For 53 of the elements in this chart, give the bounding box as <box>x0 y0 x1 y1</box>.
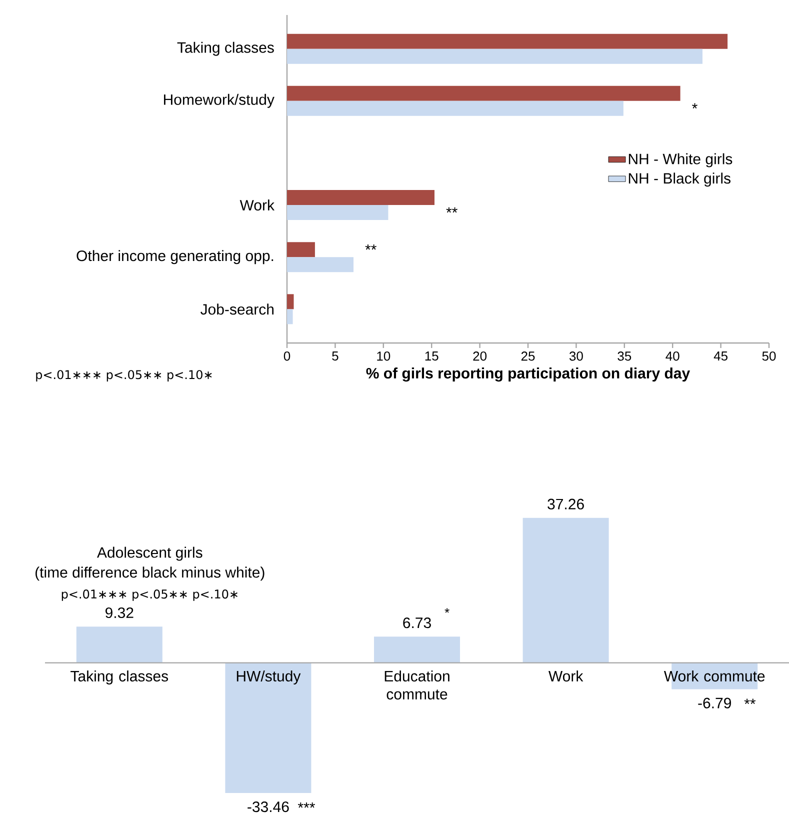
x-tick-label: Education commute <box>384 670 450 700</box>
x-tick-label: 5 <box>332 352 338 361</box>
x-tick-label: Work <box>548 670 584 682</box>
x-tick-label: 0 <box>284 352 290 361</box>
annotation: p<.01∗∗∗ p<.05∗∗ p<.10∗ <box>62 590 238 601</box>
bar <box>287 48 702 64</box>
bar <box>287 242 315 258</box>
bar <box>76 626 162 663</box>
annotation: ** <box>446 207 458 213</box>
legend-label: NH - Black girls <box>628 172 730 187</box>
x-tick-label: 35 <box>618 352 632 361</box>
text: p<.01∗∗∗ p<.05∗∗ p<.10∗ <box>36 370 212 382</box>
y-tick-label: Job-search <box>200 304 274 315</box>
data-label: -6.79 <box>698 698 731 708</box>
data-label: 9.32 <box>106 607 134 618</box>
legend-label: NH - White girls <box>628 153 732 168</box>
x-tick-label: Taking classes <box>70 670 168 684</box>
x-tick-label: 20 <box>473 352 487 361</box>
y-tick-label: Homework/study <box>164 94 274 108</box>
bar <box>287 205 388 220</box>
annotation: *** <box>298 802 315 808</box>
x-axis-title: % of girls reporting participation on diary day <box>366 368 690 382</box>
data-label: 37.26 <box>548 498 584 510</box>
bar <box>287 86 680 101</box>
x-tick-label: 50 <box>762 352 776 361</box>
text: Adolescent girls <box>96 546 202 561</box>
x-tick-label: 45 <box>714 352 728 361</box>
text: (time difference black minus white) <box>36 566 264 581</box>
data-label: 6.73 <box>403 618 431 628</box>
annotation: * <box>444 608 450 613</box>
bar <box>287 309 293 324</box>
y-tick-label: Other income generating opp. <box>76 250 274 264</box>
y-tick-label: Taking classes <box>177 42 274 56</box>
annotation: ** <box>744 698 756 704</box>
x-tick-label: 15 <box>425 352 438 361</box>
bar <box>287 34 728 49</box>
x-tick-label: HW/study <box>236 670 301 684</box>
annotation: ** <box>365 244 376 250</box>
bar <box>287 294 294 310</box>
bar <box>287 257 354 272</box>
bar <box>287 190 434 206</box>
data-label: -33.46 <box>248 801 289 812</box>
x-tick-label: 25 <box>521 352 535 361</box>
bar <box>522 518 609 663</box>
y-tick-label: Work <box>240 200 274 211</box>
x-tick-label: 10 <box>377 352 390 361</box>
bar <box>287 100 624 116</box>
bar <box>374 636 460 663</box>
annotation: * <box>692 103 698 109</box>
x-tick-label: 30 <box>569 352 583 361</box>
bar <box>225 662 312 793</box>
x-tick-label: 40 <box>666 352 680 361</box>
x-tick-label: Work commute <box>664 670 765 682</box>
